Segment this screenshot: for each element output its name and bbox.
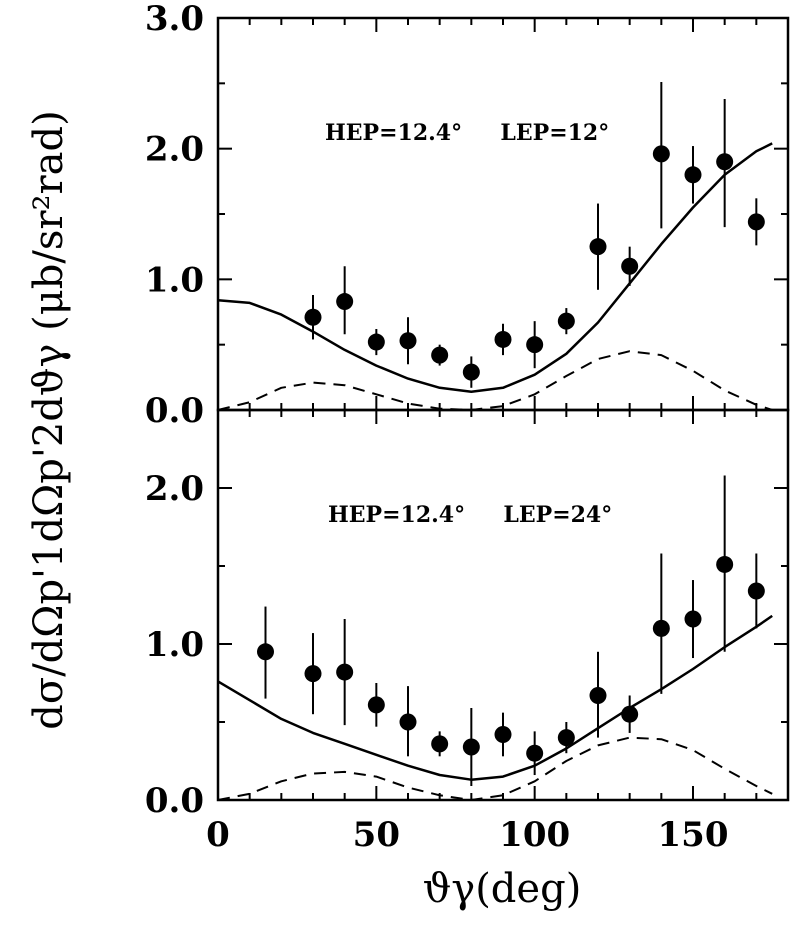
data-point (526, 336, 544, 354)
curve-dashed-0 (217, 350, 773, 411)
curve-dashed-1 (217, 736, 773, 801)
data-point (589, 238, 607, 256)
data-point (304, 308, 322, 326)
data-point (621, 257, 639, 275)
data-point (684, 166, 702, 184)
y-tick-label: 1.0 (145, 260, 204, 300)
data-point (431, 346, 449, 364)
data-point (304, 665, 322, 683)
data-point (462, 738, 480, 756)
y-tick-label: 3.0 (145, 0, 204, 39)
x-tick-label: 0 (206, 815, 230, 855)
data-point (336, 663, 354, 681)
data-point (716, 153, 734, 171)
data-point (526, 744, 544, 762)
data-point (494, 330, 512, 348)
data-point (431, 735, 449, 753)
curve-solid-1 (217, 614, 773, 781)
data-point (747, 582, 765, 600)
data-point (589, 686, 607, 704)
y-tick-label: 1.0 (145, 625, 204, 665)
data-point (367, 333, 385, 351)
data-point (462, 363, 480, 381)
data-point (399, 713, 417, 731)
data-point (747, 213, 765, 231)
curve-solid-0 (217, 142, 773, 393)
data-point (336, 293, 354, 311)
data-point (367, 696, 385, 714)
y-axis-title: dσ/dΩp'1dΩp'2dϑγ (μb/sr²rad) (26, 110, 72, 729)
annotation-bottom: HEP=12.4° LEP=24° (328, 502, 612, 528)
data-point (399, 332, 417, 350)
x-tick-label: 150 (658, 815, 729, 855)
data-point (716, 555, 734, 573)
data-point (684, 610, 702, 628)
data-point (652, 619, 670, 637)
data-point (557, 729, 575, 747)
x-axis-title: ϑγ(deg) (423, 866, 582, 912)
data-point (494, 725, 512, 743)
y-tick-label: 2.0 (145, 469, 204, 509)
data-point (557, 312, 575, 330)
y-tick-label: 0.0 (145, 781, 204, 821)
annotation-top: HEP=12.4° LEP=12° (325, 120, 609, 146)
y-tick-label: 2.0 (145, 130, 204, 170)
data-point (257, 643, 274, 661)
data-point (652, 145, 670, 163)
x-tick-label: 100 (499, 815, 570, 855)
x-tick-label: 50 (353, 815, 400, 855)
y-tick-label: 0.0 (145, 391, 204, 431)
